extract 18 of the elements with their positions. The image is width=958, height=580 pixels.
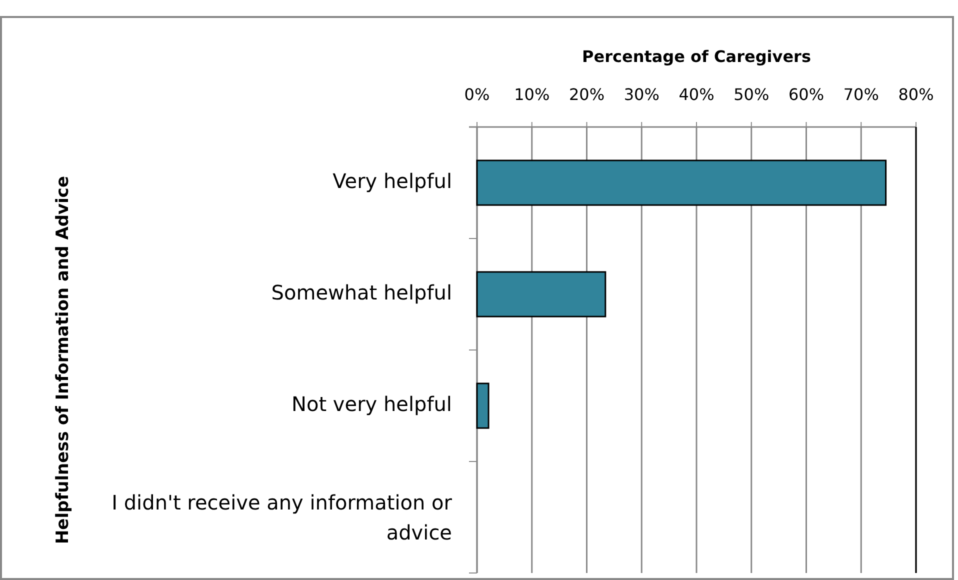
x-tick-label: 60% [788,85,824,104]
bar [476,271,606,318]
y-tick-label: Not very helpful [292,392,452,416]
x-tick-label: 30% [624,85,660,104]
y-tick-label: Somewhat helpful [271,280,452,305]
x-tick-label: 70% [843,85,879,104]
y-tick-label: I didn't receive any information or advice [112,490,453,545]
x-tick-label: 80% [898,85,934,104]
x-axis-title: Percentage of Caregivers [582,47,811,66]
bar [476,382,490,429]
y-axis-title: Helpfulness of Information and Advice [53,176,73,544]
x-tick-label: 20% [568,85,605,104]
x-tick-label: 50% [734,85,770,104]
bar [476,160,887,206]
y-tick-label: Very helpful [332,169,452,194]
x-tick-label: 40% [678,85,714,104]
x-tick-label: 10% [514,85,550,104]
x-tick-label: 0% [464,85,490,104]
